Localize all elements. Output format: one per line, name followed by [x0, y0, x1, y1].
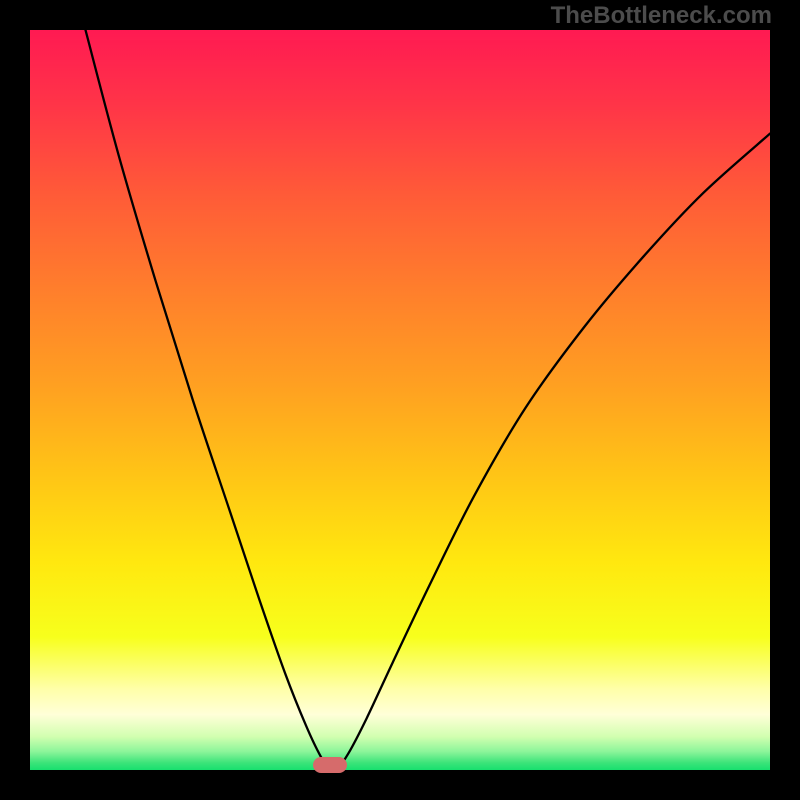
- minimum-marker: [313, 757, 347, 773]
- chart-frame: TheBottleneck.com: [0, 0, 800, 800]
- watermark-text: TheBottleneck.com: [551, 2, 772, 30]
- bottleneck-curve: [30, 30, 770, 770]
- plot-area: [30, 30, 770, 770]
